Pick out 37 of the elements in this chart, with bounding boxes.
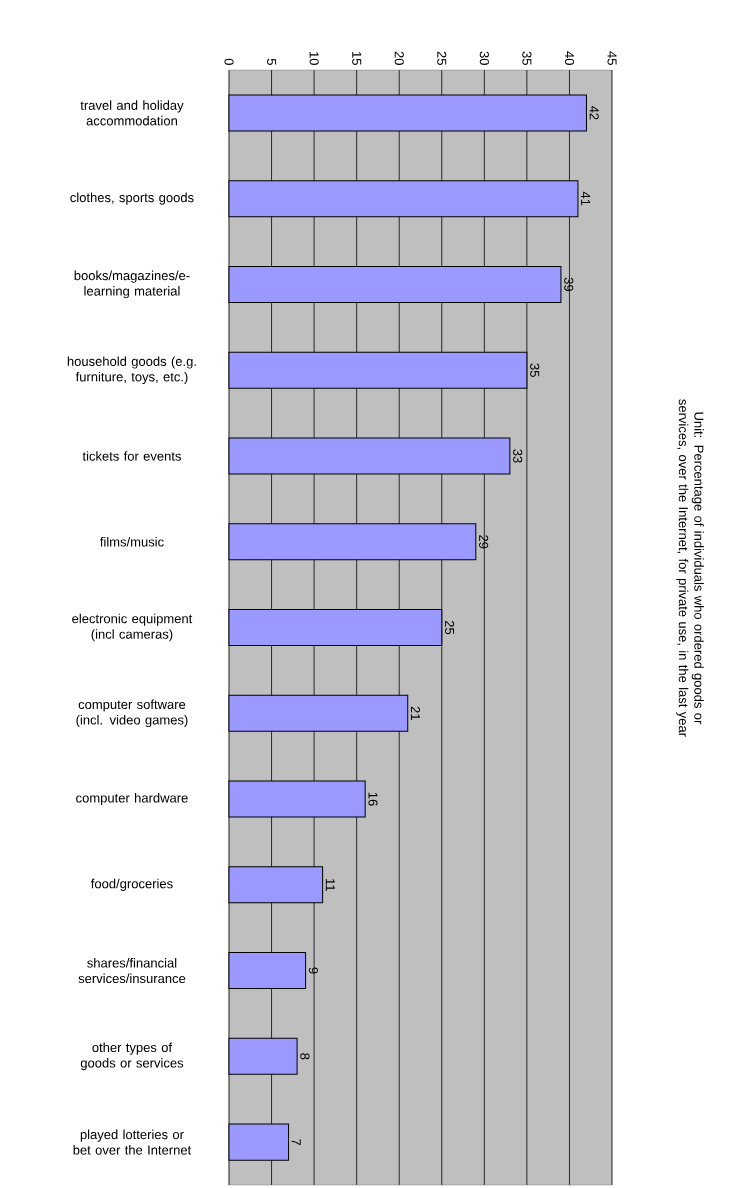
data-label: 33	[513, 449, 523, 463]
x-tick-label: 5	[267, 58, 277, 65]
x-tick-label: 20	[394, 51, 404, 65]
x-tick-label: 40	[564, 51, 575, 65]
data-label: 29	[479, 535, 489, 549]
y-tick-label: food/groceries	[90, 878, 173, 891]
y-tick-label: clothes, sports goods	[70, 192, 194, 205]
x-tick-label: 15	[352, 52, 362, 65]
data-label: 16	[368, 792, 378, 806]
data-label: 8	[300, 1053, 310, 1060]
data-label: 25	[444, 620, 455, 635]
data-label: 9	[308, 967, 319, 974]
y-tick-label: played lotteries or bet over the Internet	[73, 1129, 192, 1155]
data-label: 21	[410, 706, 421, 720]
data-label: 42	[589, 105, 599, 120]
x-tick-label: 25	[437, 51, 447, 65]
data-label: 7	[291, 1139, 301, 1146]
data-label: 39	[564, 277, 574, 292]
y-tick-label: tickets for events	[82, 451, 181, 461]
y-tick-label: computer hardware	[76, 792, 188, 806]
x-tick-label: 35	[522, 51, 532, 65]
text: Unit: Percentage of individuals who ordered goods or services, over the Internet, for private use, in the last year	[676, 399, 704, 737]
y-tick-label: shares/financial services/insurance	[78, 958, 186, 984]
x-tick-label: 30	[479, 51, 489, 65]
y-tick-label: films/music	[100, 536, 164, 547]
y-tick-label: household goods (e.g. furniture, toys, etc.)	[67, 356, 196, 385]
data-label: 11	[325, 879, 335, 891]
x-tick-label: 45	[607, 51, 617, 65]
y-tick-label: other types of goods or services	[80, 1042, 184, 1071]
y-tick-label: books/magazines/e-learning material	[74, 270, 190, 299]
y-tick-label: travel and holiday accommodation	[80, 100, 184, 126]
x-tick-label: 0	[224, 58, 234, 65]
data-label: 41	[581, 191, 591, 206]
data-label: 35	[530, 363, 540, 377]
y-tick-label: computer software (incl. video games)	[76, 699, 188, 728]
y-tick-label: electronic equipment (incl cameras)	[72, 613, 193, 642]
x-tick-label: 10	[309, 52, 319, 65]
